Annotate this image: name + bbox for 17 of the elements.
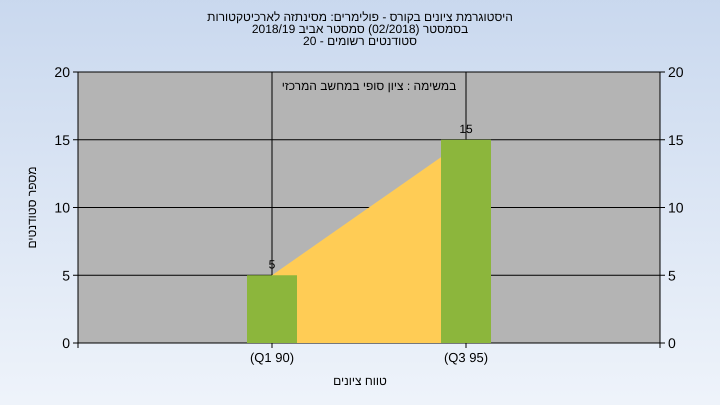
y2-tick-label: 10 <box>668 200 684 216</box>
y-axis-title: מספר סטודנטים <box>25 166 39 249</box>
annotation: במשימה : ציון סופי במחשב המרכזי <box>282 79 456 93</box>
y-tick-label: 10 <box>54 200 70 216</box>
y2-tick-label: 20 <box>668 64 684 80</box>
y-tick-label: 15 <box>54 132 70 148</box>
x-tick-label: (Q3 95) <box>444 350 488 365</box>
y-tick-label: 20 <box>54 64 70 80</box>
chart-title: היסטוגרמת ציונים בקורס - פולימרים: מסינתזה לארכיטקטורות <box>207 10 513 24</box>
x-tick-label: (Q1 90) <box>250 350 294 365</box>
y2-tick-label: 5 <box>668 267 676 284</box>
x-axis-title: טווח ציונים <box>333 374 388 388</box>
y-tick-label: 5 <box>62 267 70 284</box>
y2-tick-label: 0 <box>668 335 676 351</box>
y2-tick-label: 15 <box>668 132 684 148</box>
y-tick-label: 0 <box>62 335 70 351</box>
chart-subtitle: בסמסטר (02/2018) סמסטר אביב 2018/19 סטודנטים רשומים - 20 <box>252 22 468 48</box>
